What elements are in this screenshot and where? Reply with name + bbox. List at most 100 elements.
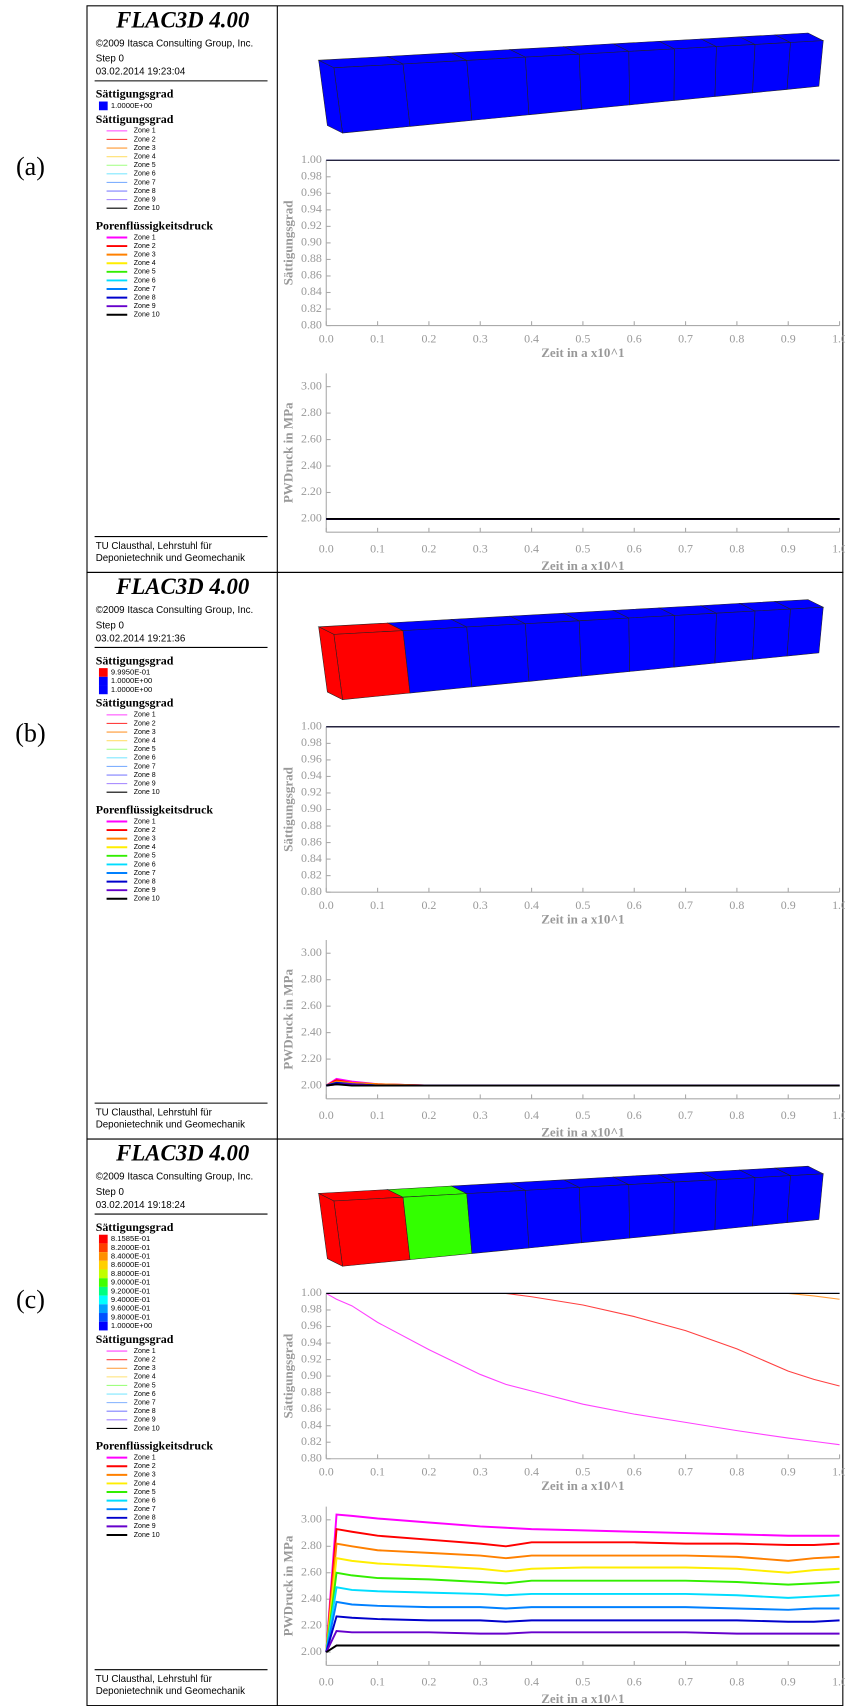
contour-swatch [99,686,108,695]
y-tick-label: 0.82 [301,301,322,315]
x-tick-label: 0.3 [473,1108,488,1122]
panel-label: (a) [16,152,45,181]
zone-front [467,1190,529,1253]
legend-entry: Zone 3 [134,729,156,736]
zone-front [629,49,675,105]
legend-entry: Zone 4 [134,260,156,267]
zone-front [629,615,675,671]
x-tick-label: 0.6 [627,1465,642,1479]
x-tick-label: 0.1 [370,1465,385,1479]
legend-entry: Zone 7 [134,1506,156,1513]
contour-swatch [99,102,108,111]
contour-level: 8.1585E-01 [111,1234,150,1243]
x-tick-label: 1.0 [832,541,845,555]
y-tick-label: 0.92 [301,1351,322,1365]
y-tick-label: 0.94 [301,202,322,216]
legend-entry: Zone 8 [134,772,156,779]
zone-front [403,1194,472,1260]
x-tick-label: 0.5 [575,1465,590,1479]
y-tick-label: 2.00 [301,511,322,525]
contour-title: Sättigungsgrad [96,87,174,101]
y-tick-label: 0.82 [301,867,322,881]
y-axis-label: PWDruck in MPa [280,969,295,1070]
zone-front [753,42,791,92]
x-tick-label: 0.7 [678,331,693,345]
zone-front [467,57,529,120]
series-line [326,1293,839,1386]
legend-title: Porenflüssigkeitsdruck [96,218,214,232]
zone-front [787,607,823,656]
legend-entry: Zone 9 [134,303,156,310]
y-tick-label: 2.20 [301,1051,322,1065]
y-tick-label: 0.86 [301,834,322,848]
x-axis-label: Zeit in a x10^1 [541,1125,624,1140]
contour-level: 8.2000E-01 [111,1243,150,1252]
x-tick-label: 0.5 [575,331,590,345]
legend-entry: Zone 7 [134,179,156,186]
legend-entry: Zone 10 [134,205,160,212]
series-line [326,1293,839,1444]
y-tick-label: 3.00 [301,945,322,959]
legend-entry: Zone 2 [134,1463,156,1470]
x-tick-label: 0.3 [473,1465,488,1479]
y-tick-label: 0.90 [301,235,322,249]
x-tick-label: 0.7 [678,1465,693,1479]
contour-level: 9.8000E-01 [111,1312,150,1321]
y-tick-label: 0.96 [301,1318,322,1332]
y-tick-label: 2.60 [301,431,322,445]
contour-swatch [99,1304,108,1313]
legend-entry: Zone 1 [134,712,156,719]
x-tick-label: 0.6 [627,1108,642,1122]
zone-front [579,618,629,676]
contour-level: 8.4000E-01 [111,1251,150,1260]
x-tick-label: 0.2 [421,541,436,555]
y-tick-label: 0.90 [301,1368,322,1382]
y-axis-label: PWDruck in MPa [280,1535,295,1636]
zone-front [525,621,581,682]
series-line [326,1573,839,1652]
y-tick-label: 0.84 [301,284,322,298]
x-tick-label: 0.9 [781,898,796,912]
legend-entry: Zone 2 [134,720,156,727]
zone-front [787,1174,823,1223]
x-axis-label: Zeit in a x10^1 [541,1691,624,1706]
x-tick-label: 0.0 [319,1108,334,1122]
legend-entry: Zone 6 [134,755,156,762]
legend-entry: Zone 10 [134,1532,160,1539]
zone-front [334,1197,410,1266]
legend-entry: Zone 5 [134,746,156,753]
y-tick-label: 2.00 [301,1644,322,1658]
x-tick-label: 0.9 [781,1675,796,1689]
legend-entry: Zone 1 [134,1348,156,1355]
legend-title: Porenflüssigkeitsdruck [96,802,214,816]
legend-entry: Zone 1 [134,234,156,241]
legend-entry: Zone 3 [134,1365,156,1372]
legend-entry: Zone 7 [134,763,156,770]
legend-entry: Zone 6 [134,1497,156,1504]
x-tick-label: 0.8 [729,331,744,345]
y-tick-label: 0.88 [301,1384,322,1398]
y-tick-label: 0.86 [301,1401,322,1415]
y-tick-label: 2.40 [301,1591,322,1605]
legend-entry: Zone 5 [134,1489,156,1496]
legend-entry: Zone 6 [134,861,156,868]
software-title: FLAC3D 4.00 [115,7,250,32]
panel-label: (b) [15,719,45,748]
legend-entry: Zone 4 [134,1374,156,1381]
legend-title: Sättigungsgrad [96,112,174,126]
legend-entry: Zone 6 [134,1391,156,1398]
x-tick-label: 0.7 [678,1675,693,1689]
y-tick-label: 0.88 [301,251,322,265]
y-tick-label: 0.80 [301,1450,322,1464]
x-tick-label: 0.6 [627,331,642,345]
zone-front [715,611,755,663]
x-tick-label: 0.8 [729,1675,744,1689]
zone-front [715,44,755,96]
x-tick-label: 0.0 [319,1675,334,1689]
x-tick-label: 0.0 [319,541,334,555]
legend-entry: Zone 8 [134,878,156,885]
y-tick-label: 0.88 [301,818,322,832]
x-tick-label: 0.9 [781,541,796,555]
y-tick-label: 1.00 [301,719,322,733]
x-tick-label: 0.3 [473,898,488,912]
